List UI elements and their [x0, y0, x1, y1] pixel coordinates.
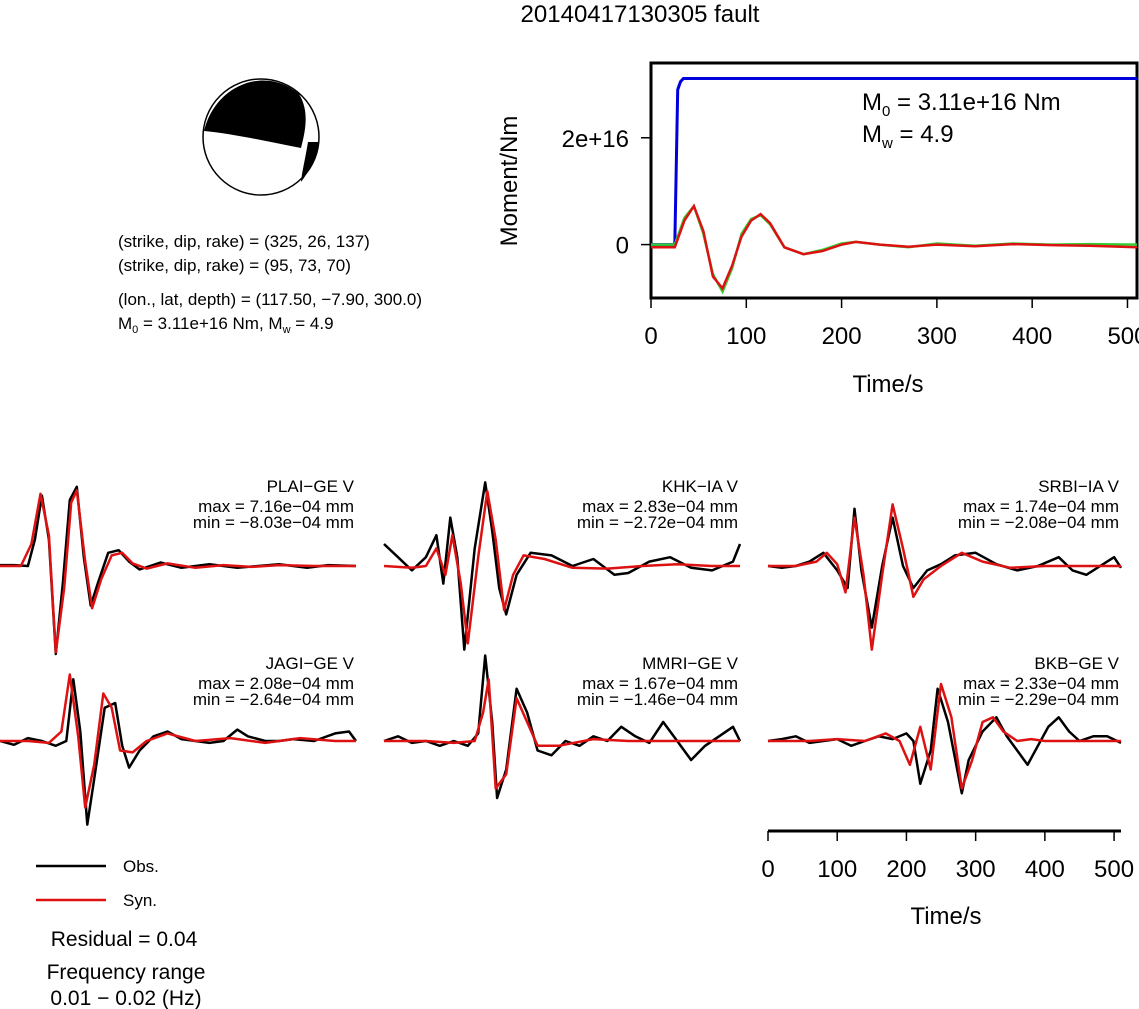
annotation-m0-sub: 0: [882, 103, 890, 120]
station-max: max = 1.74e−04 mm: [963, 497, 1119, 516]
moment-m0-rest: = 3.11e+16 Nm, M: [138, 314, 282, 333]
station-name: PLAI−GE V: [267, 477, 355, 496]
figure-title: 20140417130305 fault: [521, 1, 760, 28]
waveform-x-tick-label: 100: [817, 856, 857, 883]
nodal-plane-1: (strike, dip, rake) = (325, 26, 137): [118, 232, 370, 251]
synthetic-trace: [383, 489, 740, 645]
station-name: SRBI−IA V: [1038, 477, 1119, 496]
frequency-range-title: Frequency range: [47, 961, 206, 984]
station-max: max = 2.33e−04 mm: [963, 674, 1119, 693]
moment-x-axis: 0 100 200 300 400 500: [644, 298, 1139, 350]
synthetic-trace: [384, 678, 740, 790]
station-name: JAGI−GE V: [266, 654, 355, 673]
moment-chart-frame: [649, 61, 1139, 300]
station-name: BKB−GE V: [1034, 654, 1119, 673]
residual-text: Residual = 0.04: [51, 928, 198, 951]
moment-x-tick-label: 200: [822, 323, 862, 350]
moment-m0-prefix: M: [118, 314, 132, 333]
annotation-m0-prefix: M: [862, 89, 882, 116]
nodal-plane-2: (strike, dip, rake) = (95, 73, 70): [118, 256, 351, 275]
moment-x-tick-label: 0: [644, 323, 657, 350]
moment-x-tick-label: 100: [726, 323, 766, 350]
legend: Obs. Syn.: [36, 857, 159, 910]
beachball: [202, 78, 320, 196]
moment-y-tick-label: 0: [616, 233, 629, 260]
moment-x-tick-label: 500: [1107, 323, 1139, 350]
moment-annotation-mw: Mw = 4.9: [862, 121, 954, 152]
moment-series-group: [651, 77, 1138, 295]
waveform-x-tick-label: 200: [886, 856, 926, 883]
synthetic-trace: [0, 489, 356, 654]
moment-x-tick-label: 400: [1012, 323, 1052, 350]
moment-m0-sub: 0: [132, 324, 138, 336]
synthetic-trace: [0, 673, 356, 809]
station-name: KHK−IA V: [662, 477, 739, 496]
waveform-x-tick-label: 500: [1094, 856, 1134, 883]
moment-chart: 0 100 200 300 400 500 0 2e+16 Time/s Moment/Nm…: [496, 61, 1139, 398]
synthetic-trace: [768, 503, 1121, 651]
moment-series-1: [651, 203, 1138, 295]
station-min: min = −2.72e−04 mm: [577, 513, 738, 532]
annotation-m0-rest: = 3.11e+16 Nm: [890, 89, 1060, 116]
station-min: min = −2.64e−04 mm: [193, 690, 354, 709]
station-max: max = 2.08e−04 mm: [198, 674, 354, 693]
mechanism-info: (strike, dip, rake) = (325, 26, 137) (st…: [118, 232, 422, 336]
station-min: min = −2.08e−04 mm: [958, 513, 1119, 532]
waveform-x-tick-label: 400: [1025, 856, 1065, 883]
waveform-x-ticks: 0 100 200 300 400 500: [761, 831, 1134, 883]
frequency-range-value: 0.01 − 0.02 (Hz): [50, 987, 201, 1009]
beachball-compression-right: [301, 142, 319, 182]
legend-syn-label: Syn.: [123, 891, 157, 910]
waveform-x-axis-label: Time/s: [910, 903, 981, 930]
moment-y-axis-label: Moment/Nm: [496, 116, 523, 247]
moment-x-tick-label: 300: [917, 323, 957, 350]
station-min: min = −2.29e−04 mm: [958, 690, 1119, 709]
waveform-x-tick-label: 300: [956, 856, 996, 883]
waveform-time-axis: 0 100 200 300 400 500 Time/s: [761, 829, 1134, 930]
annotation-mw-sub: w: [881, 135, 893, 152]
moment-y-axis: 0 2e+16: [562, 126, 651, 260]
moment-line: M0 = 3.11e+16 Nm, Mw = 4.9: [118, 314, 334, 336]
beachball-compression-upper: [204, 80, 306, 148]
station-max: max = 1.67e−04 mm: [582, 674, 738, 693]
station-name: MMRI−GE V: [642, 654, 739, 673]
station-min: min = −1.46e−04 mm: [577, 690, 738, 709]
station-max: max = 7.16e−04 mm: [198, 497, 354, 516]
annotation-mw-rest: = 4.9: [893, 121, 954, 148]
moment-y-tick-label: 2e+16: [562, 126, 629, 153]
synthetic-trace: [768, 682, 1121, 790]
moment-x-axis-label: Time/s: [852, 371, 923, 398]
moment-mw-sub: w: [282, 324, 291, 336]
moment-series-2: [651, 203, 1138, 291]
location-line: (lon., lat, depth) = (117.50, −7.90, 300…: [118, 290, 422, 309]
station-max: max = 2.83e−04 mm: [582, 497, 738, 516]
annotation-mw-prefix: M: [862, 121, 882, 148]
moment-mw-rest: = 4.9: [291, 314, 334, 333]
waveform-x-tick-label: 0: [761, 856, 774, 883]
legend-obs-label: Obs.: [123, 857, 159, 876]
moment-annotation-m0: M0 = 3.11e+16 Nm: [862, 89, 1061, 120]
station-min: min = −8.03e−04 mm: [193, 513, 354, 532]
